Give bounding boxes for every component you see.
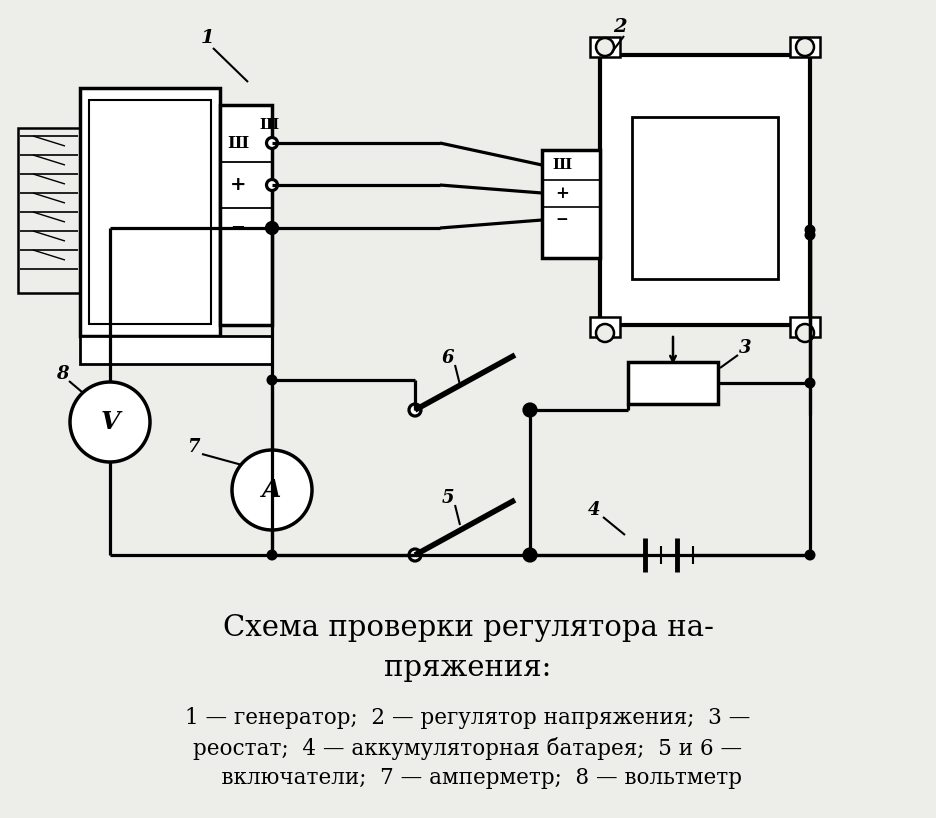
Bar bbox=[18, 128, 80, 293]
Text: 5: 5 bbox=[442, 489, 454, 507]
Circle shape bbox=[805, 224, 815, 236]
Text: 7: 7 bbox=[187, 438, 199, 456]
Text: 4: 4 bbox=[588, 501, 600, 519]
Circle shape bbox=[805, 550, 815, 560]
Circle shape bbox=[805, 230, 815, 240]
Text: 2: 2 bbox=[613, 18, 627, 36]
Bar bbox=[790, 317, 820, 337]
Circle shape bbox=[524, 549, 536, 561]
Text: Ш: Ш bbox=[552, 158, 572, 172]
Bar bbox=[80, 88, 220, 336]
Circle shape bbox=[267, 179, 277, 191]
Text: +: + bbox=[555, 185, 569, 201]
Circle shape bbox=[796, 38, 814, 56]
Circle shape bbox=[267, 137, 277, 149]
Text: Ш: Ш bbox=[259, 118, 278, 132]
Bar bbox=[632, 117, 778, 279]
Circle shape bbox=[596, 38, 614, 56]
Text: −: − bbox=[556, 213, 568, 227]
Text: включатели;  7 — амперметр;  8 — вольтметр: включатели; 7 — амперметр; 8 — вольтметр bbox=[194, 767, 742, 789]
Bar bbox=[590, 317, 620, 337]
Bar bbox=[600, 55, 810, 325]
Bar bbox=[542, 150, 600, 258]
Text: 3: 3 bbox=[739, 339, 752, 357]
Circle shape bbox=[267, 222, 277, 233]
Circle shape bbox=[796, 324, 814, 342]
Text: Ш: Ш bbox=[227, 134, 249, 151]
Text: A: A bbox=[262, 478, 282, 502]
Text: +: + bbox=[229, 176, 246, 194]
Bar bbox=[590, 37, 620, 57]
Bar bbox=[790, 37, 820, 57]
Text: 1: 1 bbox=[201, 29, 215, 47]
Circle shape bbox=[524, 550, 535, 560]
Circle shape bbox=[232, 450, 312, 530]
Text: реостат;  4 — аккумуляторная батарея;  5 и 6 —: реостат; 4 — аккумуляторная батарея; 5 и… bbox=[194, 736, 742, 759]
Circle shape bbox=[596, 324, 614, 342]
Circle shape bbox=[524, 404, 536, 416]
Text: 8: 8 bbox=[56, 365, 68, 383]
Text: −: − bbox=[230, 219, 245, 237]
Circle shape bbox=[805, 377, 815, 389]
Text: 1 — генератор;  2 — регулятор напряжения;  3 —: 1 — генератор; 2 — регулятор напряжения;… bbox=[185, 707, 751, 729]
Text: Схема проверки регулятора на-
пряжения:: Схема проверки регулятора на- пряжения: bbox=[223, 614, 713, 681]
Circle shape bbox=[70, 382, 150, 462]
Circle shape bbox=[409, 404, 421, 416]
Circle shape bbox=[267, 222, 277, 233]
Circle shape bbox=[524, 404, 535, 416]
Circle shape bbox=[267, 375, 277, 385]
Bar bbox=[80, 336, 272, 364]
Circle shape bbox=[267, 550, 277, 560]
Text: 6: 6 bbox=[442, 349, 454, 367]
Text: V: V bbox=[100, 410, 120, 434]
Bar bbox=[220, 105, 272, 325]
Bar bbox=[89, 100, 211, 324]
Circle shape bbox=[409, 549, 421, 561]
Bar bbox=[628, 362, 718, 404]
